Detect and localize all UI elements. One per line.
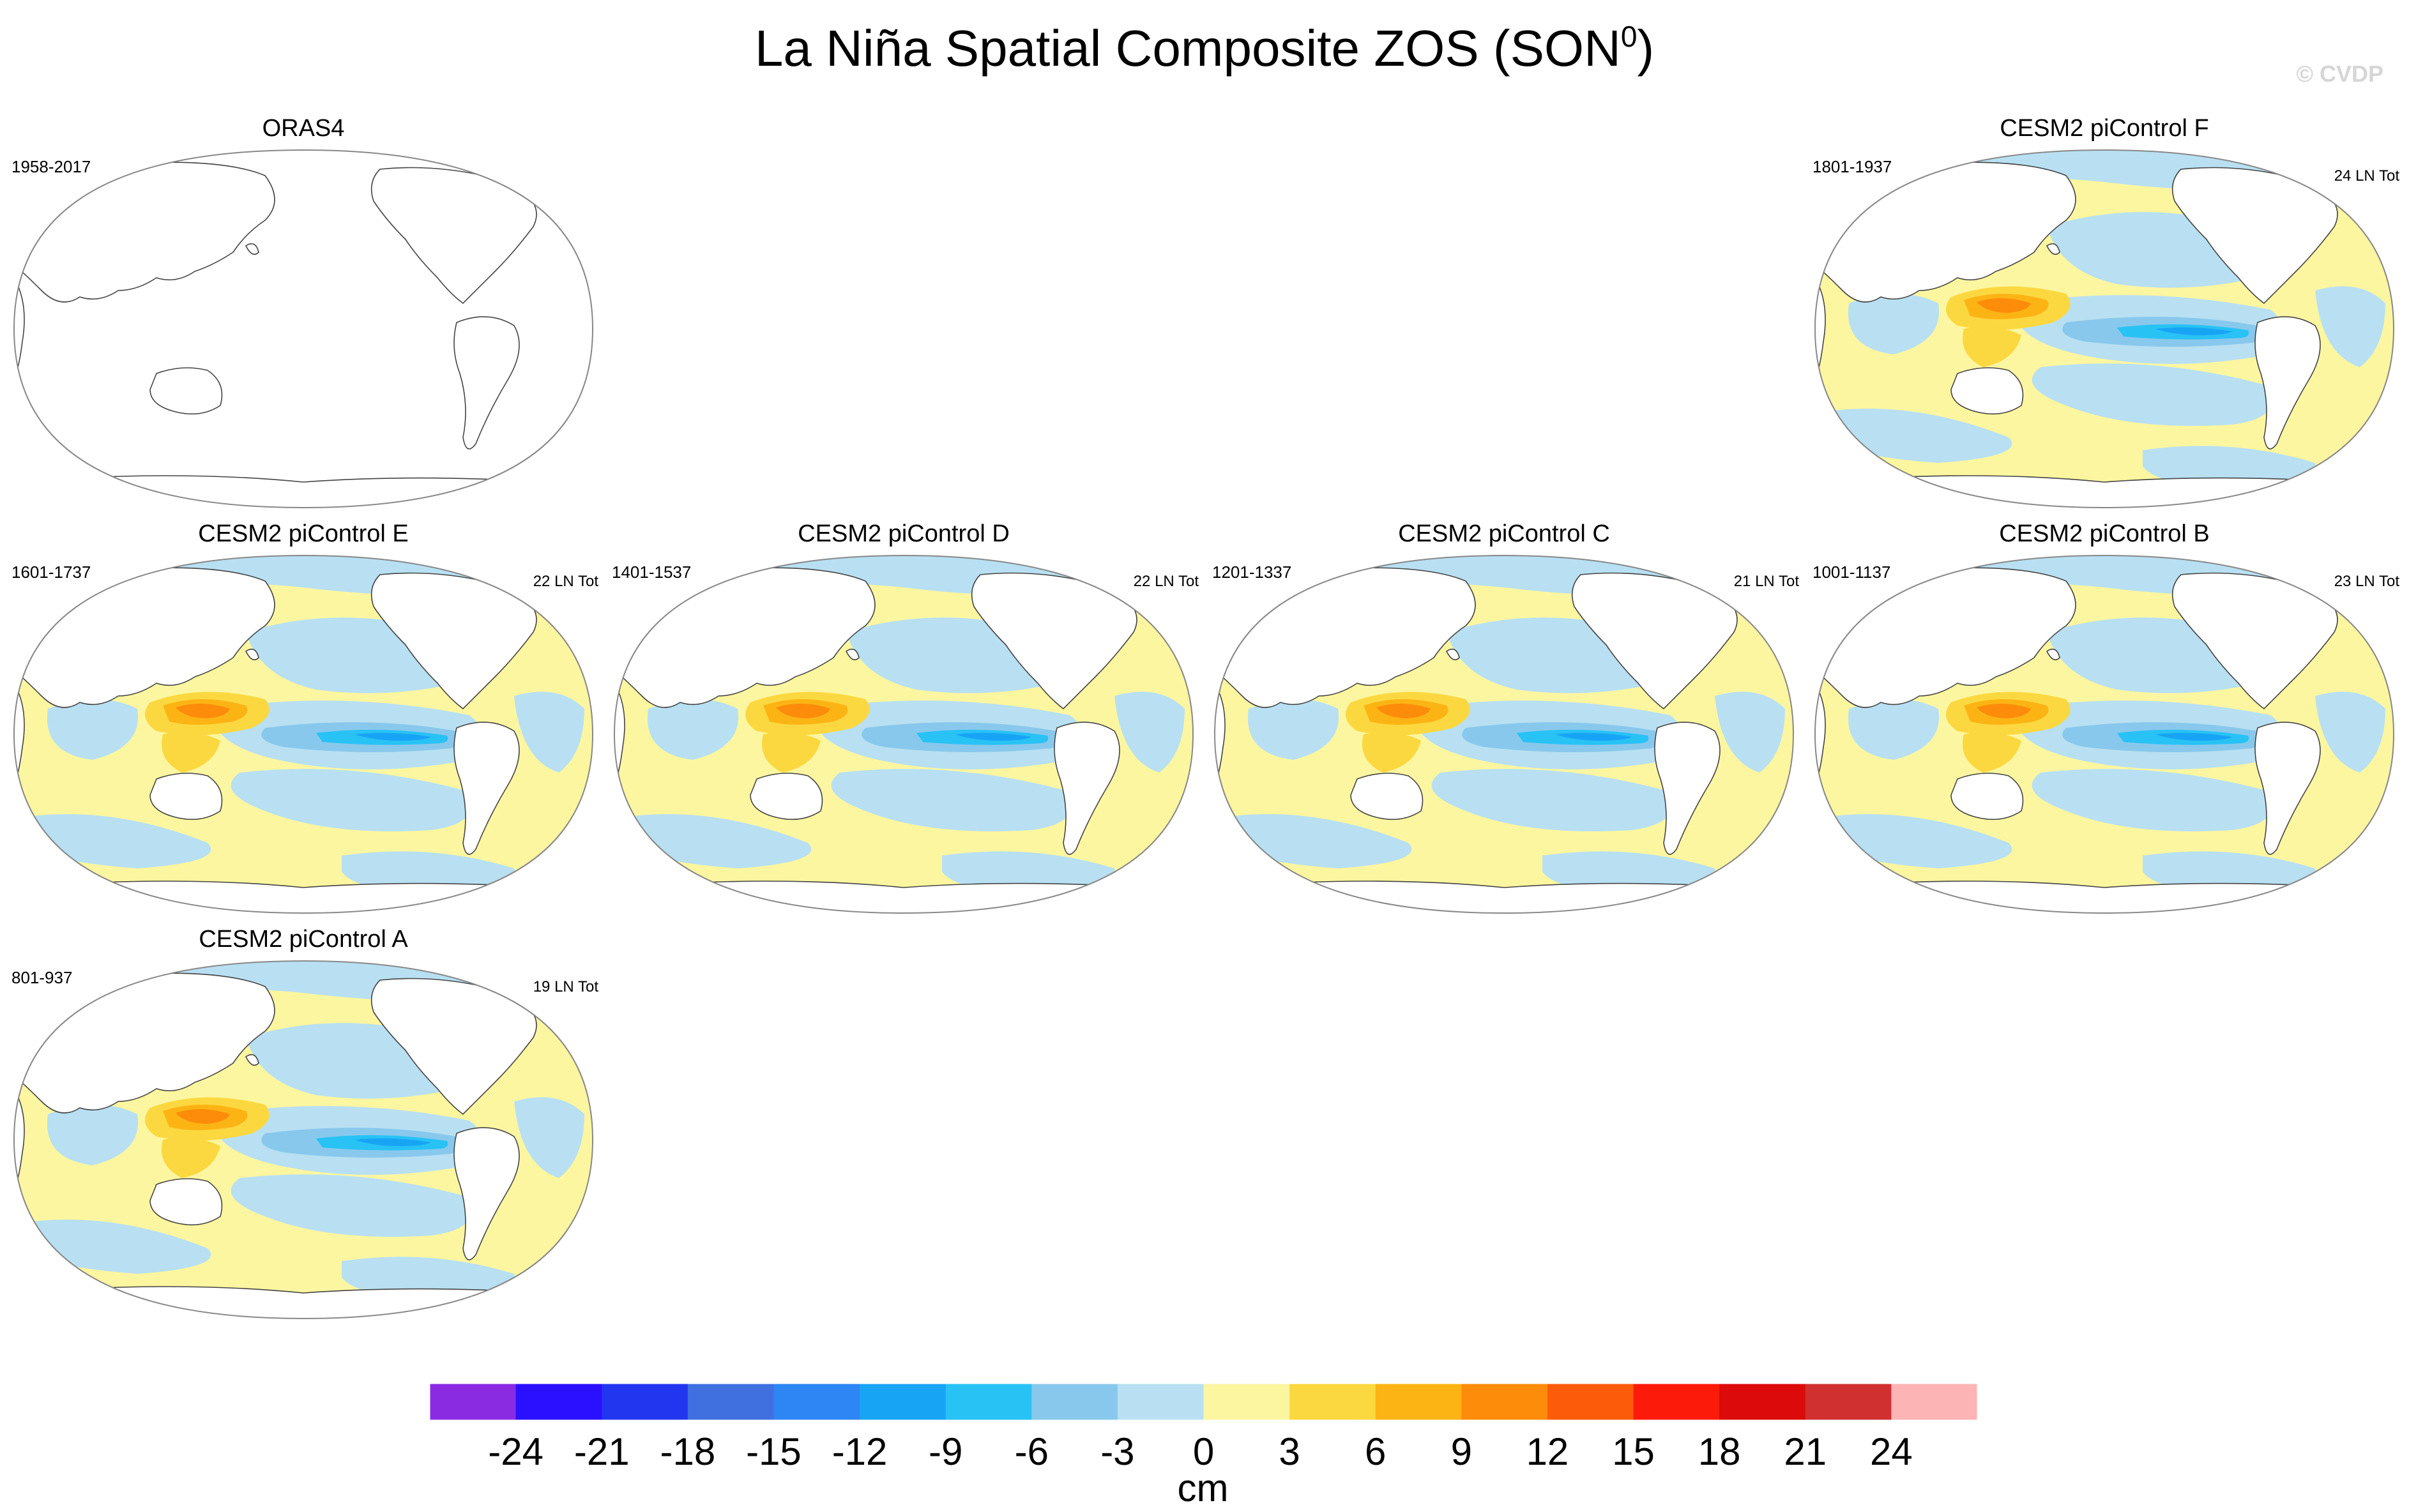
colorbar-swatch bbox=[1719, 1384, 1806, 1420]
anomaly-map bbox=[610, 549, 1197, 919]
panel-event-count: 21 LN Tot bbox=[1734, 573, 1800, 590]
panel-title: CESM2 piControl A bbox=[199, 926, 408, 953]
colorbar: -24 -21 -18 -15 -12 -9 -6 -3 0 3 6 9 12 15 18 21 24 cm bbox=[429, 1383, 1978, 1509]
panel-event-count: 23 LN Tot bbox=[2334, 573, 2400, 590]
figure-title: La Niña Spatial Composite ZOS (SON0) bbox=[755, 20, 1654, 77]
panel-years: 1958-2017 bbox=[11, 157, 91, 176]
panel-event-count: 19 LN Tot bbox=[533, 978, 599, 995]
panel-grid: ORAS4 1958-2017 CESM2 piControl F 1801-1937… bbox=[10, 115, 2399, 1325]
colorbar-swatch bbox=[1461, 1384, 1548, 1420]
colorbar-tick-label: -21 bbox=[574, 1430, 630, 1473]
map-panel-b: CESM2 piControl B 1001-1137 23 LN Tot bbox=[1811, 520, 2399, 919]
anomaly-map bbox=[1811, 144, 2398, 514]
panel-title: CESM2 piControl D bbox=[798, 520, 1010, 547]
panel-years: 1401-1537 bbox=[612, 563, 691, 582]
panel-years: 801-937 bbox=[11, 968, 72, 987]
colorbar-tick-label: -24 bbox=[488, 1430, 543, 1473]
panel-years: 1601-1737 bbox=[11, 563, 91, 582]
panel-title: ORAS4 bbox=[262, 115, 345, 142]
colorbar-tick-label: 24 bbox=[1870, 1430, 1913, 1473]
panel-years: 1001-1137 bbox=[1812, 563, 1890, 582]
empty-map bbox=[14, 150, 593, 514]
panel-title: CESM2 piControl C bbox=[1398, 520, 1610, 547]
anomaly-map bbox=[1811, 549, 2398, 919]
colorbar-tick-label: -9 bbox=[929, 1430, 962, 1473]
panel-years: 1801-1937 bbox=[1812, 157, 1892, 176]
colorbar-swatch bbox=[1375, 1384, 1462, 1420]
colorbar-tick-label: 6 bbox=[1365, 1430, 1386, 1473]
colorbar-tick-label: -3 bbox=[1100, 1430, 1134, 1473]
colorbar-units: cm bbox=[1178, 1467, 1229, 1509]
map-panel-e: CESM2 piControl E 1601-1737 22 LN Tot bbox=[10, 520, 598, 919]
colorbar-swatch bbox=[1117, 1384, 1204, 1420]
colorbar-swatch bbox=[515, 1384, 602, 1420]
colorbar-tick-label: 0 bbox=[1193, 1430, 1214, 1473]
panel-title: CESM2 piControl B bbox=[1999, 520, 2209, 547]
colorbar-swatch bbox=[1805, 1384, 1892, 1420]
watermark: © CVDP bbox=[2296, 61, 2383, 87]
colorbar-swatch bbox=[602, 1384, 688, 1420]
map-panel-a: CESM2 piControl A 801-937 19 LN Tot bbox=[10, 926, 598, 1325]
panel-title: CESM2 piControl E bbox=[198, 520, 408, 547]
colorbar-swatch bbox=[1031, 1384, 1118, 1420]
panel-event-count: 24 LN Tot bbox=[2334, 167, 2400, 185]
map-panel-orsa4: ORAS4 1958-2017 bbox=[11, 115, 593, 514]
anomaly-map bbox=[1210, 549, 1798, 919]
colorbar-swatch bbox=[1633, 1384, 1720, 1420]
panel-event-count: 22 LN Tot bbox=[1134, 573, 1199, 590]
colorbar-tick-label: -18 bbox=[660, 1430, 715, 1473]
anomaly-map bbox=[10, 549, 597, 919]
colorbar-tick-label: 21 bbox=[1784, 1430, 1827, 1473]
colorbar-tick-label: 18 bbox=[1698, 1430, 1741, 1473]
colorbar-swatch bbox=[1203, 1384, 1290, 1420]
colorbar-swatch bbox=[860, 1384, 946, 1420]
colorbar-swatch bbox=[945, 1384, 1032, 1420]
panel-years: 1201-1337 bbox=[1212, 563, 1291, 582]
panel-title: CESM2 piControl F bbox=[2000, 115, 2208, 142]
colorbar-tick-label: 3 bbox=[1279, 1430, 1300, 1473]
colorbar-tick-label: 9 bbox=[1451, 1430, 1472, 1473]
colorbar-tick-label: -12 bbox=[832, 1430, 888, 1473]
panel-event-count: 22 LN Tot bbox=[533, 573, 599, 590]
colorbar-tick-label: 12 bbox=[1526, 1430, 1569, 1473]
colorbar-swatch bbox=[430, 1384, 517, 1420]
map-panel-d: CESM2 piControl D 1401-1537 22 LN Tot bbox=[610, 520, 1199, 919]
colorbar-tick-label: -6 bbox=[1015, 1430, 1049, 1473]
colorbar-swatch bbox=[687, 1384, 774, 1420]
colorbar-swatch bbox=[1547, 1384, 1634, 1420]
colorbar-swatch bbox=[773, 1384, 860, 1420]
map-panel-f: CESM2 piControl F 1801-1937 24 LN Tot bbox=[1811, 115, 2399, 514]
colorbar-outline bbox=[429, 1383, 1978, 1421]
colorbar-swatch bbox=[1289, 1384, 1376, 1420]
colorbar-tick-label: -15 bbox=[746, 1430, 802, 1473]
colorbar-tick-label: 15 bbox=[1612, 1430, 1655, 1473]
map-panel-c: CESM2 piControl C 1201-1337 21 LN Tot bbox=[1210, 520, 1799, 919]
colorbar-swatch bbox=[1891, 1384, 1978, 1420]
anomaly-map bbox=[10, 955, 597, 1325]
